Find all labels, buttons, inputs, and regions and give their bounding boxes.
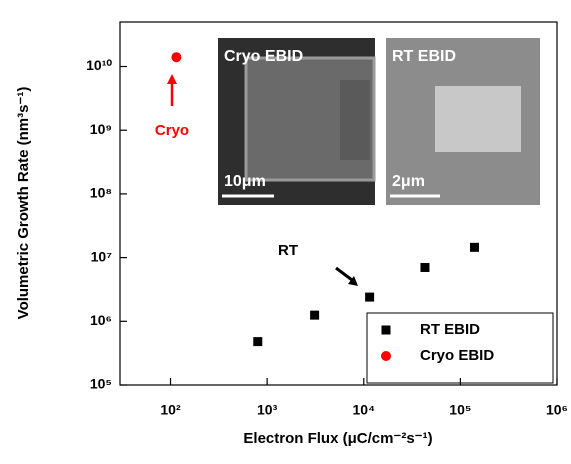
x-tick-label: 10²: [160, 402, 181, 418]
point: [171, 52, 182, 63]
annotation: RT: [278, 242, 298, 259]
scale-bar-label: 10μm: [224, 173, 266, 190]
y-tick-label: 10⁵: [90, 376, 112, 392]
y-tick-label: 10¹⁰: [86, 57, 112, 73]
inset-cryo: [218, 38, 376, 205]
y-axis-label: Volumetric Growth Rate (nm³s⁻¹): [15, 87, 32, 320]
point: [310, 310, 320, 320]
rt-arrowhead: [348, 276, 358, 286]
legend-marker: [381, 325, 391, 335]
scale-bar-label: 2μm: [392, 173, 425, 190]
x-tick-label: 10³: [257, 402, 278, 418]
point: [469, 242, 479, 252]
inset-label: Cryo EBID: [224, 48, 303, 65]
point: [253, 337, 263, 347]
y-tick-label: 10⁷: [91, 248, 113, 264]
legend-label: RT EBID: [420, 321, 480, 338]
rt-arrow: [335, 266, 353, 282]
point: [365, 292, 375, 302]
inset-rt: [386, 38, 540, 205]
x-tick-label: 10⁶: [546, 402, 568, 418]
x-axis-label: Electron Flux (μC/cm⁻²s⁻¹): [243, 430, 432, 447]
x-tick-label: 10⁴: [353, 402, 376, 418]
annotation: Cryo: [155, 122, 189, 139]
plot-frame: [119, 21, 558, 386]
inset-label: RT EBID: [392, 48, 456, 65]
y-tick-label: 10⁸: [90, 185, 112, 201]
y-tick-label: 10⁹: [90, 121, 112, 137]
legend-label: Cryo EBID: [420, 347, 494, 364]
legend-marker: [381, 351, 391, 361]
cryo-arrowhead: [167, 74, 177, 84]
y-tick-label: 10⁶: [90, 312, 112, 328]
x-tick-label: 10⁵: [449, 402, 471, 418]
point: [420, 262, 430, 272]
legend-box: [366, 312, 554, 384]
